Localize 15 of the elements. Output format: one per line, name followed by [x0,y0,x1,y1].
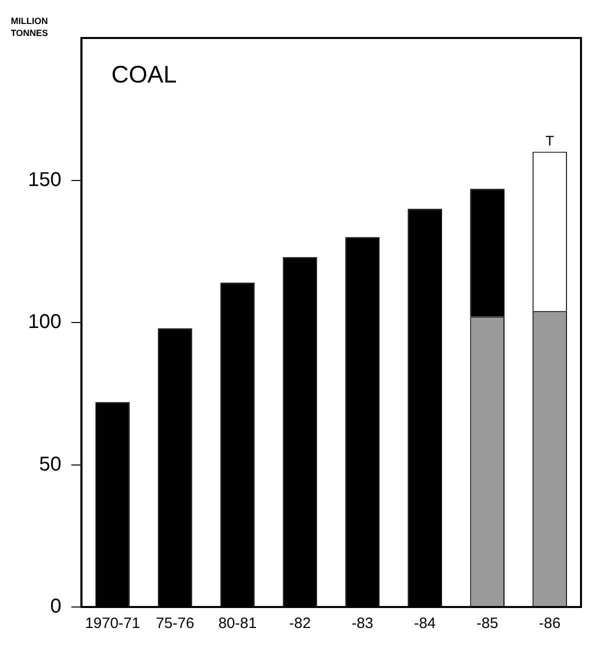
y-tick-label: 0 [50,596,62,618]
y-tick-label: 100 [28,311,62,334]
y-tick-label: 150 [28,168,62,191]
x-tick-label: -85 [476,615,498,632]
x-tick-label: -86 [538,615,561,632]
annotation: T [545,132,554,149]
x-tick-label: 1970-71 [85,615,140,632]
x-tick-label: 75-76 [156,615,194,632]
y-axis-title: MILLION TONNES [10,16,48,38]
text: COAL [111,62,177,89]
x-tick-label: 80-81 [218,615,257,632]
x-tick-label: -84 [414,615,436,632]
y-tick-label: 50 [39,453,62,476]
x-tick-label: -83 [352,615,374,632]
x-tick-label: -82 [289,615,311,632]
